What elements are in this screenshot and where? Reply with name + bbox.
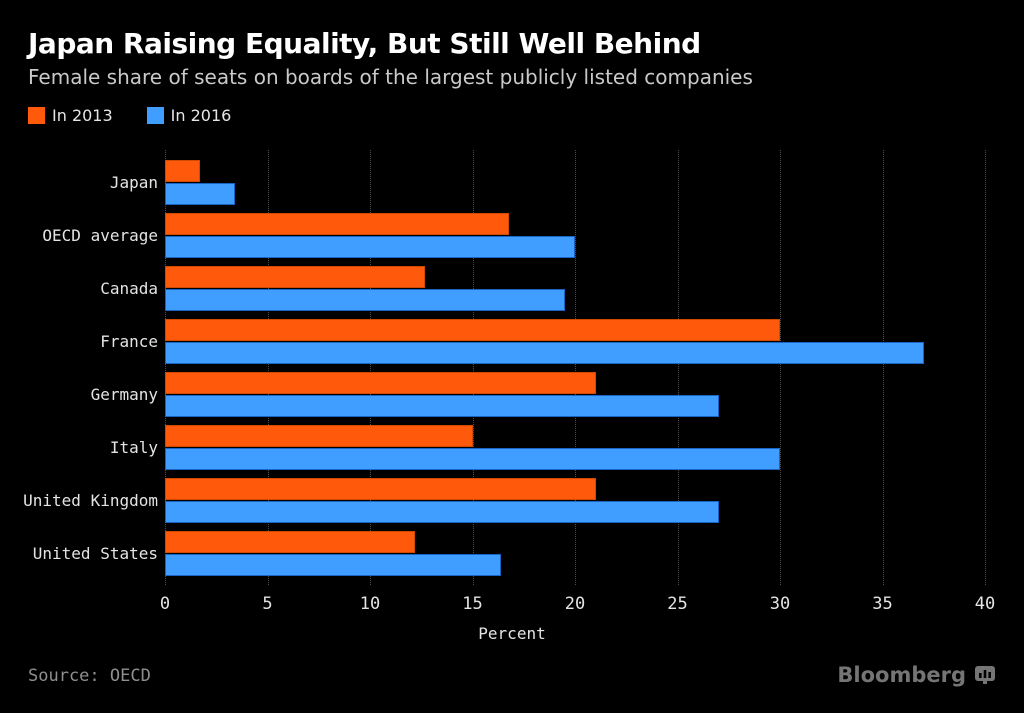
bar-in-2016-france bbox=[165, 342, 924, 364]
gridline bbox=[575, 150, 576, 585]
category-label: Italy bbox=[109, 437, 158, 457]
bar-in-2013-united-states bbox=[165, 531, 416, 553]
gridline bbox=[165, 150, 166, 585]
bar-in-2016-italy bbox=[165, 448, 780, 470]
gridline bbox=[267, 150, 269, 585]
gridline bbox=[370, 150, 371, 585]
bar-in-2016-germany bbox=[165, 395, 719, 417]
bar-in-2013-united-kingdom bbox=[165, 478, 596, 500]
bar-in-2013-france bbox=[165, 319, 780, 341]
x-tick-label: 15 bbox=[462, 594, 483, 614]
category-label: France bbox=[100, 331, 158, 351]
page-title: Japan Raising Equality, But Still Well B… bbox=[28, 27, 701, 60]
source-text: Source: OECD bbox=[28, 666, 151, 686]
category-label: OECD average bbox=[42, 225, 158, 245]
bloomberg-logo: Bloomberg bbox=[837, 663, 996, 687]
x-tick-label: 35 bbox=[872, 594, 893, 614]
category-label: Germany bbox=[90, 384, 158, 404]
bar-in-2016-canada bbox=[165, 289, 565, 311]
gridline bbox=[780, 150, 781, 585]
legend-item-2013: In 2013 bbox=[28, 106, 113, 125]
x-tick-label: 0 bbox=[159, 594, 171, 614]
x-tick-label: 20 bbox=[564, 594, 586, 614]
bar-in-2013-italy bbox=[165, 425, 473, 447]
category-label: United States bbox=[32, 543, 158, 563]
x-tick-label: 5 bbox=[262, 594, 273, 614]
x-axis-title: Percent bbox=[478, 624, 546, 643]
x-tick-label: 10 bbox=[359, 594, 381, 614]
gridline bbox=[985, 150, 986, 585]
legend-item-2016: In 2016 bbox=[146, 106, 232, 125]
bar-in-2016-japan bbox=[165, 183, 235, 205]
x-tick-label: 30 bbox=[769, 594, 791, 614]
legend-label: In 2016 bbox=[170, 106, 232, 125]
legend-swatch-2016-icon bbox=[146, 107, 164, 124]
category-label: United Kingdom bbox=[23, 490, 158, 510]
gridline bbox=[472, 150, 474, 585]
category-label: Japan bbox=[109, 172, 158, 192]
bar-in-2016-oecd-average bbox=[165, 236, 575, 258]
bloomberg-wordmark: Bloomberg bbox=[837, 663, 966, 687]
gridline bbox=[882, 150, 884, 585]
x-tick-label: 40 bbox=[974, 594, 996, 614]
page-subtitle: Female share of seats on boards of the l… bbox=[28, 65, 753, 89]
x-tick-label: 25 bbox=[667, 594, 688, 614]
bar-in-2013-oecd-average bbox=[165, 213, 510, 235]
bar-in-2013-germany bbox=[165, 372, 596, 394]
gridline bbox=[677, 150, 679, 585]
bar-in-2013-canada bbox=[165, 266, 426, 288]
bar-in-2016-united-kingdom bbox=[165, 501, 719, 523]
legend: In 2013 In 2016 bbox=[28, 106, 231, 125]
bar-in-2016-united-states bbox=[165, 554, 502, 576]
terminal-bars-icon bbox=[975, 666, 995, 684]
bar-in-2013-japan bbox=[165, 160, 200, 182]
legend-label: In 2013 bbox=[52, 106, 113, 125]
legend-swatch-2013-icon bbox=[28, 107, 45, 124]
category-label: Canada bbox=[100, 278, 158, 298]
